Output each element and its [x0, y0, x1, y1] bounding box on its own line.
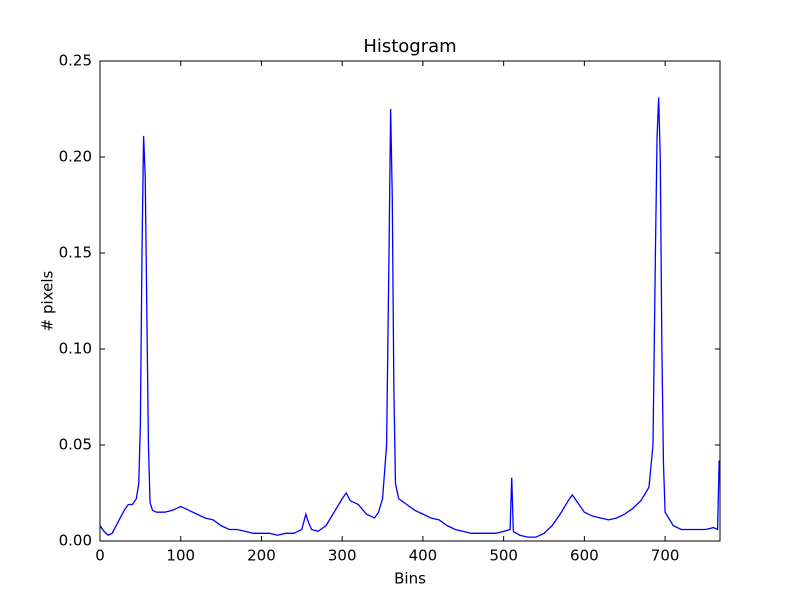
plot-frame — [99, 60, 721, 542]
y-tick-label: 0.15 — [59, 244, 92, 262]
y-tick-label: 0.10 — [59, 340, 92, 358]
chart-title: Histogram — [363, 36, 456, 57]
x-tick-label: 300 — [328, 547, 357, 565]
data-line — [99, 97, 720, 538]
y-tick-label: 0.20 — [59, 148, 92, 166]
x-tick-label: 400 — [409, 547, 438, 565]
x-tick-label: 700 — [651, 547, 680, 565]
y-axis-label: # pixels — [39, 270, 57, 331]
x-tick-label: 600 — [570, 547, 599, 565]
x-tick-label: 100 — [166, 547, 195, 565]
x-tick-label: 0 — [95, 547, 105, 565]
x-axis-label: Bins — [394, 570, 426, 588]
x-tick-label: 500 — [489, 547, 518, 565]
y-tick-label: 0.00 — [59, 532, 92, 550]
x-tick-label: 200 — [247, 547, 276, 565]
y-tick-label: 0.05 — [59, 436, 92, 454]
y-tick-label: 0.25 — [59, 52, 92, 70]
